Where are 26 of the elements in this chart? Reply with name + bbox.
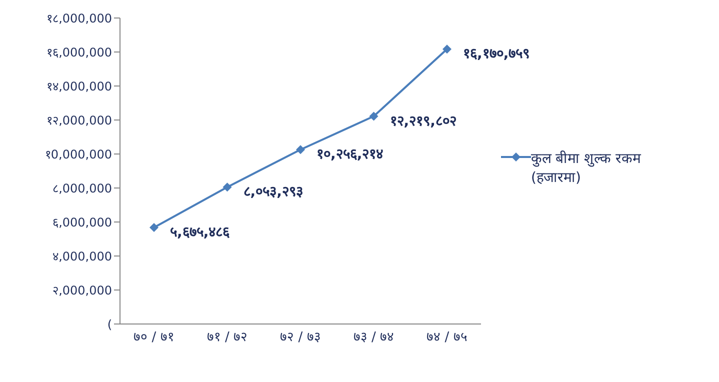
y-tick-label: १0,000,000 bbox=[44, 147, 112, 162]
y-tick-label: ४,000,000 bbox=[52, 249, 112, 264]
data-label: ५,६७५,४८६ bbox=[170, 224, 231, 241]
data-label: ८,०५३,२९३ bbox=[243, 184, 303, 200]
data-label: १२,२१९,८०२ bbox=[390, 113, 456, 130]
y-tick-label: १८,000,000 bbox=[46, 11, 112, 26]
data-label: १६,१७०,७५९ bbox=[463, 46, 530, 62]
point bbox=[442, 44, 452, 54]
point bbox=[150, 223, 158, 232]
x-tick-label: ७२ / ७३ bbox=[280, 330, 321, 346]
legend-label: कुल बीमा शुल्क रकम (हजारमा) bbox=[531, 150, 642, 186]
point bbox=[222, 182, 232, 192]
point bbox=[369, 112, 378, 121]
data-label: १०,२५६,२१४ bbox=[316, 146, 384, 163]
y-tick-label: १२,000,000 bbox=[46, 113, 112, 128]
y-tick-label: २,000,000 bbox=[52, 283, 112, 298]
x-tick-label: ७४ / ७५ bbox=[426, 330, 468, 346]
point bbox=[296, 145, 305, 154]
x-tick-label: ७१ / ७२ bbox=[206, 330, 248, 346]
y-tick-label: ( bbox=[107, 317, 112, 332]
y-tick-label: ६,000,000 bbox=[52, 215, 112, 230]
y-tick-label: १६,000,000 bbox=[46, 45, 112, 60]
x-tick-label: ७३ / ७४ bbox=[353, 330, 394, 346]
x-tick-label: ७० / ७१ bbox=[134, 330, 174, 346]
y-tick-label: १४,000,000 bbox=[46, 79, 112, 94]
y-tick-label: ८,000,000 bbox=[52, 181, 112, 196]
